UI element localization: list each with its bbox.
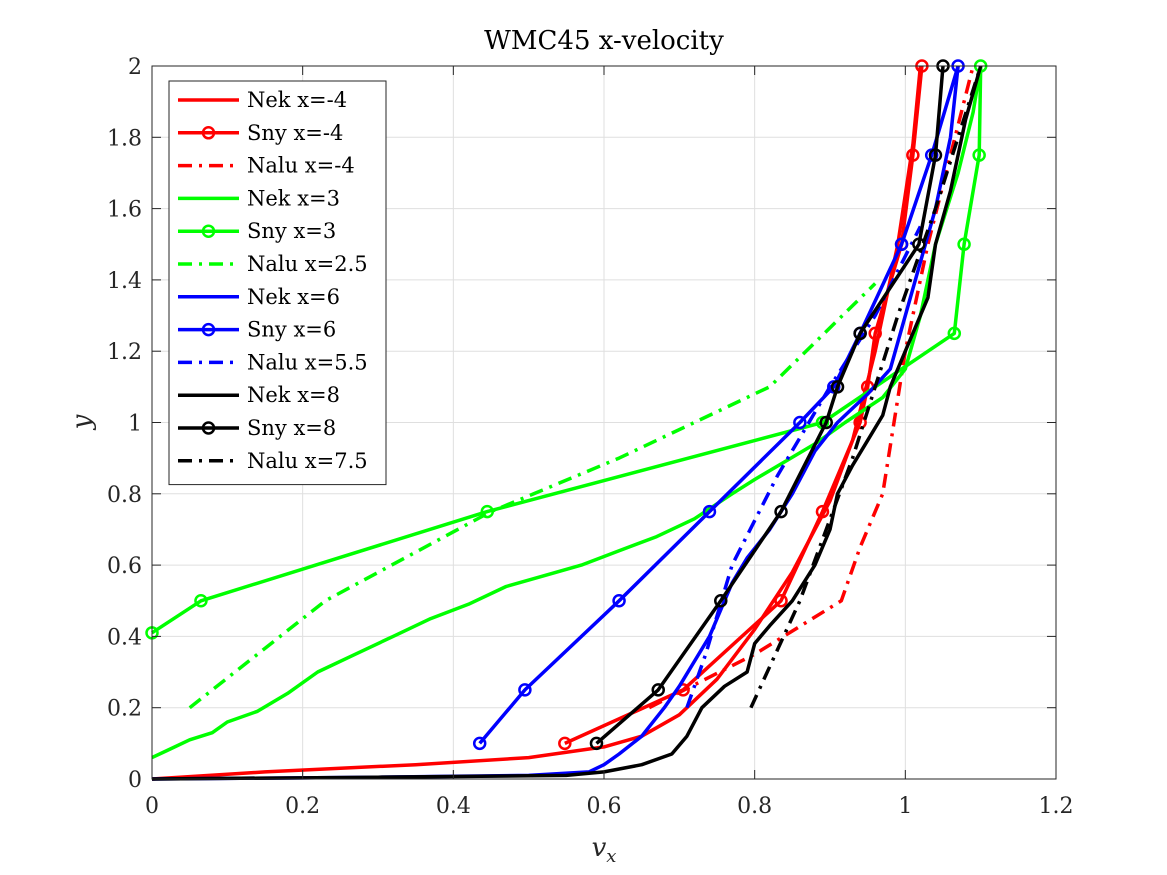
data-point xyxy=(793,415,807,430)
series-sny-x-8 xyxy=(589,59,950,751)
y-tick-label: 1.2 xyxy=(107,340,142,365)
y-tick-label: 0.6 xyxy=(107,554,142,579)
legend-marker xyxy=(201,126,216,140)
series-line-nalu-x-5-5 xyxy=(685,225,922,709)
data-point xyxy=(912,237,926,251)
legend-item: Sny x=6 xyxy=(178,318,336,342)
data-point xyxy=(702,504,717,519)
series-line-sny-x-4 xyxy=(564,65,924,745)
x-axis-title: vx xyxy=(592,833,617,867)
series-nek-x-6 xyxy=(151,65,960,781)
data-point xyxy=(819,415,833,430)
x-tick-label: 0.2 xyxy=(285,794,320,819)
data-point xyxy=(558,736,572,751)
ticks: 0 0.2 0.4 0.6 0.8 1 1.2 0 0.2 0.4 0.6 0.8 1 1.2 1.4 1.6… xyxy=(107,55,1074,819)
data-point xyxy=(830,380,845,394)
legend-box xyxy=(168,80,387,486)
series-line-nalu-x-2-5 xyxy=(188,282,877,710)
series-line-nalu-x-7-5 xyxy=(749,65,983,709)
data-point xyxy=(518,683,532,697)
x-tick-label: 0.8 xyxy=(737,794,772,819)
legend-marker xyxy=(201,421,216,435)
legend-item: Nalu x=7.5 xyxy=(178,449,368,473)
data-point xyxy=(868,326,882,341)
series-line-nek-x-3 xyxy=(151,65,983,760)
legend-label: Nalu x=-4 xyxy=(247,154,355,178)
chart-title: WMC45 x-velocity xyxy=(484,26,724,56)
data-point xyxy=(928,148,943,162)
legend-item: Nek x=6 xyxy=(178,285,340,309)
series-nek-x-3 xyxy=(151,65,983,760)
legend-label: Nalu x=5.5 xyxy=(247,350,368,374)
legend-item: Nalu x=5.5 xyxy=(178,350,368,374)
data-point xyxy=(853,415,867,430)
series-line-sny-x-8 xyxy=(595,65,945,745)
y-tick-label: 0.4 xyxy=(107,625,142,650)
data-point xyxy=(194,594,208,608)
legend-item: Sny x=-4 xyxy=(178,121,343,145)
y-tick-label: 2 xyxy=(128,55,142,80)
legend-marker xyxy=(201,224,216,238)
data-point xyxy=(472,736,487,751)
legend: Nek x=-4 Sny x=-4 Nalu x=-4 Nek x=3 Sny x=3 N… xyxy=(168,80,387,486)
y-axis-title: y xyxy=(67,414,97,430)
legend-label: Sny x=8 xyxy=(247,416,336,440)
data-point xyxy=(774,594,788,608)
data-point xyxy=(714,594,728,608)
legend-marker xyxy=(201,322,216,337)
data-point xyxy=(853,326,867,341)
legend-item: Sny x=3 xyxy=(178,219,336,243)
x-tick-label: 1.2 xyxy=(1039,794,1074,819)
legend-label: Nek x=3 xyxy=(247,186,340,210)
data-point xyxy=(972,148,986,162)
legend-label: Nek x=8 xyxy=(247,383,340,407)
legend-item: Sny x=8 xyxy=(178,416,336,440)
data-point xyxy=(612,594,626,608)
y-tick-label: 1 xyxy=(128,412,142,437)
series-line-sny-x-3 xyxy=(151,65,983,635)
legend-label: Sny x=6 xyxy=(247,318,336,342)
series-nalu-x-2-5 xyxy=(188,282,877,710)
legend-label: Nalu x=7.5 xyxy=(247,449,368,473)
series-sny-x-4 xyxy=(558,59,929,751)
y-tick-label: 0.8 xyxy=(107,483,142,508)
y-tick-label: 0 xyxy=(128,768,142,793)
series-nalu-x-5-5 xyxy=(685,225,922,709)
x-tick-label: 1 xyxy=(898,794,912,819)
data-point xyxy=(947,326,962,341)
x-axis-title-main: v xyxy=(592,833,607,863)
y-tick-label: 1.4 xyxy=(107,269,142,294)
data-point xyxy=(774,504,788,519)
series-nalu-x-7-5 xyxy=(749,65,983,709)
x-axis-title-sub: x xyxy=(606,846,616,867)
legend-item: Nek x=-4 xyxy=(178,88,347,112)
legend-item: Nek x=8 xyxy=(178,383,340,407)
series-layer xyxy=(145,59,988,781)
legend-label: Sny x=3 xyxy=(247,219,336,243)
legend-item: Nalu x=2.5 xyxy=(178,252,368,276)
legend-label: Nek x=-4 xyxy=(247,88,347,112)
y-tick-label: 0.2 xyxy=(107,697,142,722)
y-tick-label: 1.6 xyxy=(107,198,142,223)
data-point xyxy=(589,736,604,751)
data-point xyxy=(815,504,830,519)
series-line-sny-x-6 xyxy=(478,65,960,745)
x-tick-label: 0 xyxy=(145,794,159,819)
x-tick-label: 0.6 xyxy=(587,794,622,819)
series-line-nek-x-8 xyxy=(151,65,983,781)
y-tick-label: 1.8 xyxy=(107,126,142,151)
data-point xyxy=(957,237,971,251)
series-nek-x-8 xyxy=(151,65,983,781)
legend-item: Nalu x=-4 xyxy=(178,154,355,178)
series-line-nek-x-6 xyxy=(151,65,960,781)
data-point xyxy=(651,683,665,697)
legend-item: Nek x=3 xyxy=(178,186,340,210)
data-point xyxy=(906,148,920,162)
x-tick-label: 0.4 xyxy=(436,794,471,819)
legend-label: Nalu x=2.5 xyxy=(247,252,368,276)
legend-label: Nek x=6 xyxy=(247,285,340,309)
legend-label: Sny x=-4 xyxy=(247,121,343,145)
data-point xyxy=(894,237,909,251)
